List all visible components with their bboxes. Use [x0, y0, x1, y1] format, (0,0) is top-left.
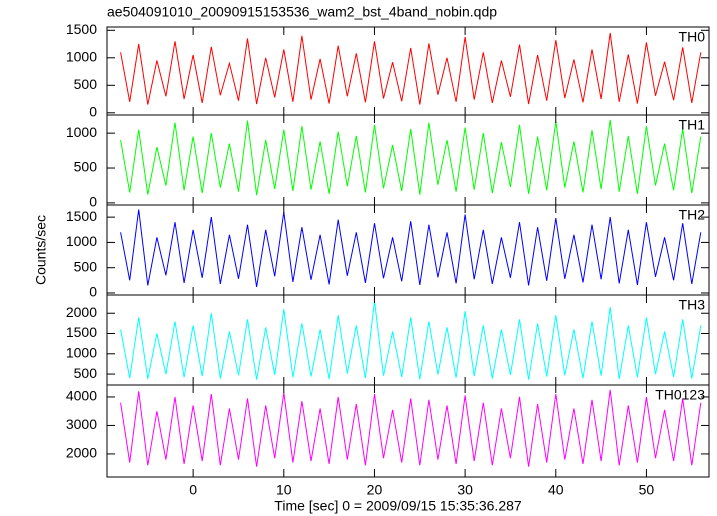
y-tick-label: 1000	[66, 233, 97, 249]
panel-label: TH0123	[655, 387, 705, 403]
y-tick-label: 2000	[66, 445, 97, 461]
y-tick-label: 1500	[66, 21, 97, 37]
x-tick-label: 10	[276, 482, 292, 498]
y-tick-label: 1500	[66, 208, 97, 224]
y-tick-label: 1500	[66, 324, 97, 340]
x-tick-label: 30	[457, 482, 473, 498]
x-tick-label: 50	[639, 482, 655, 498]
light-curve	[120, 301, 702, 380]
panel-label: TH2	[679, 207, 706, 223]
y-tick-label: 0	[89, 284, 97, 300]
light-curve	[120, 209, 702, 287]
y-tick-label: 2000	[66, 304, 97, 320]
y-tick-label: 1000	[66, 49, 97, 65]
x-tick-label: 40	[548, 482, 564, 498]
y-tick-label: 500	[74, 258, 98, 274]
x-tick-label: 0	[189, 482, 197, 498]
y-tick-label: 3000	[66, 416, 97, 432]
y-tick-label: 4000	[66, 388, 97, 404]
y-axis-label: Counts/sec	[33, 215, 49, 285]
light-curve	[120, 389, 702, 467]
x-axis-label: Time [sec] 0 = 2009/09/15 15:35:36.287	[274, 498, 522, 514]
light-curve	[120, 32, 702, 105]
y-tick-label: 1000	[66, 124, 97, 140]
y-tick-label: 500	[74, 159, 98, 175]
panel-label: TH3	[679, 297, 706, 313]
panel-label: TH1	[679, 117, 706, 133]
chart-title: ae504091010_20090915153536_wam2_bst_4ban…	[107, 4, 497, 20]
panel-frame	[106, 384, 710, 478]
light-curve	[120, 119, 702, 196]
y-tick-label: 500	[74, 365, 98, 381]
panel-label: TH0	[679, 29, 706, 45]
y-tick-label: 1000	[66, 344, 97, 360]
x-tick-label: 20	[367, 482, 383, 498]
y-tick-label: 500	[74, 76, 98, 92]
y-tick-label: 0	[89, 194, 97, 210]
y-tick-label: 0	[89, 104, 97, 120]
